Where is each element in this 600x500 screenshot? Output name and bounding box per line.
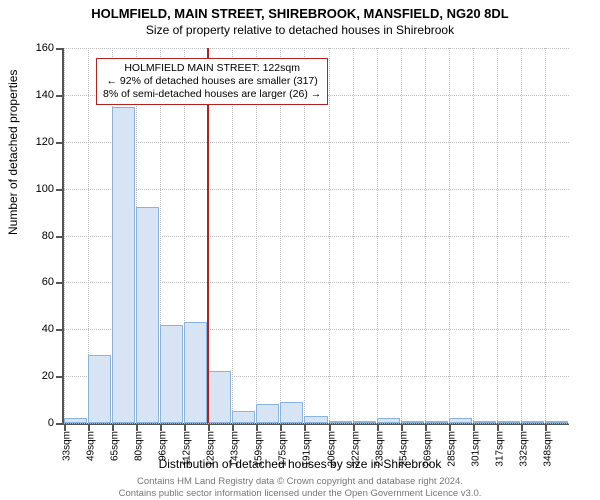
ytick-label: 100	[36, 183, 54, 195]
gridline-v	[449, 48, 450, 423]
bar	[112, 107, 135, 423]
bar	[473, 421, 496, 423]
ytick-label: 60	[42, 276, 54, 288]
ytick-label: 80	[42, 230, 54, 242]
gridline-v	[521, 48, 522, 423]
bar	[184, 322, 207, 423]
bar	[521, 421, 544, 423]
bar	[497, 421, 520, 423]
annotation-line: ← 92% of detached houses are smaller (31…	[103, 75, 321, 88]
bar	[304, 416, 327, 423]
ytick	[56, 329, 62, 331]
gridline-h	[64, 142, 569, 143]
gridline-v	[473, 48, 474, 423]
gridline-v	[401, 48, 402, 423]
ytick	[56, 48, 62, 50]
bar	[232, 411, 255, 423]
ytick-label: 20	[42, 370, 54, 382]
x-axis-label: Distribution of detached houses by size …	[0, 457, 600, 471]
plot-area: 02040608010012014016033sqm49sqm65sqm80sq…	[62, 48, 569, 425]
bar	[208, 371, 231, 423]
ytick	[56, 95, 62, 97]
chart-subtitle: Size of property relative to detached ho…	[0, 21, 600, 37]
gridline-v	[545, 48, 546, 423]
gridline-h	[64, 189, 569, 190]
ytick	[56, 423, 62, 425]
bar	[329, 421, 352, 423]
gridline-v	[64, 48, 65, 423]
gridline-h	[64, 423, 569, 424]
gridline-v	[353, 48, 354, 423]
bar	[160, 325, 183, 423]
ytick-label: 40	[42, 323, 54, 335]
footer-line-2: Contains public sector information licen…	[119, 488, 482, 499]
bar	[88, 355, 111, 423]
annotation-box: HOLMFIELD MAIN STREET: 122sqm← 92% of de…	[96, 58, 328, 105]
bar	[353, 421, 376, 423]
annotation-line: HOLMFIELD MAIN STREET: 122sqm	[103, 62, 321, 75]
bar	[136, 207, 159, 423]
bar	[256, 404, 279, 423]
bar	[401, 421, 424, 423]
ytick	[56, 236, 62, 238]
bar	[64, 418, 87, 423]
gridline-v	[497, 48, 498, 423]
annotation-line: 8% of semi-detached houses are larger (2…	[103, 88, 321, 101]
bar	[425, 421, 448, 423]
ytick-label: 0	[48, 417, 54, 429]
chart-title: HOLMFIELD, MAIN STREET, SHIREBROOK, MANS…	[0, 0, 600, 21]
ytick	[56, 189, 62, 191]
gridline-v	[377, 48, 378, 423]
y-axis-label: Number of detached properties	[6, 70, 20, 235]
gridline-v	[329, 48, 330, 423]
bar	[377, 418, 400, 423]
bar	[449, 418, 472, 423]
ytick-label: 120	[36, 136, 54, 148]
ytick	[56, 142, 62, 144]
ytick	[56, 376, 62, 378]
bar	[280, 402, 303, 423]
gridline-h	[64, 48, 569, 49]
gridline-v	[425, 48, 426, 423]
footer-line-1: Contains HM Land Registry data © Crown c…	[137, 476, 463, 487]
bar	[545, 421, 568, 423]
footer-text: Contains HM Land Registry data © Crown c…	[0, 476, 600, 499]
ytick	[56, 282, 62, 284]
ytick-label: 160	[36, 42, 54, 54]
ytick-label: 140	[36, 89, 54, 101]
